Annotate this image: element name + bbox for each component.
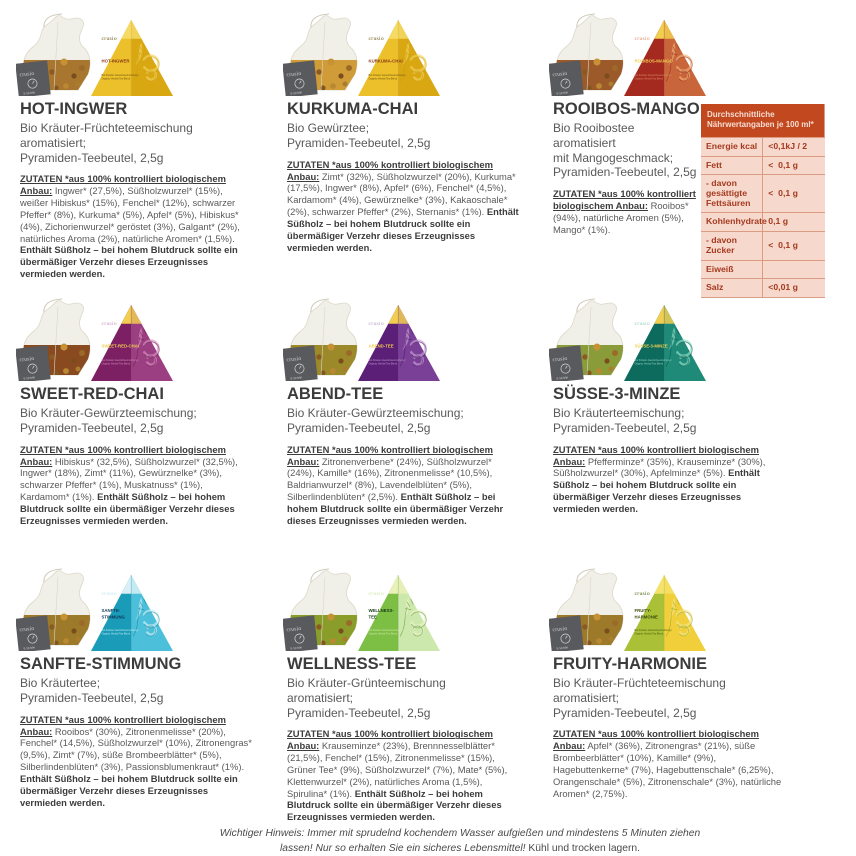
svg-text:crusio: crusio: [102, 321, 117, 327]
svg-text:crusio: crusio: [102, 36, 117, 42]
svg-text:crusio: crusio: [635, 321, 650, 327]
svg-text:crusio: crusio: [369, 591, 384, 597]
svg-text:SÜSSE-3-MINZE: SÜSSE-3-MINZE: [635, 344, 668, 349]
svg-text:crusio: crusio: [635, 591, 650, 597]
svg-text:crusio: crusio: [369, 36, 384, 42]
svg-text:crusio: crusio: [102, 591, 117, 597]
svg-text:HOT-INGWER: HOT-INGWER: [102, 59, 131, 64]
svg-text:KURKUMA-CHAI: KURKUMA-CHAI: [369, 59, 403, 64]
svg-text:crusio: crusio: [369, 321, 384, 327]
svg-text:SWEET-RED-CHAI: SWEET-RED-CHAI: [102, 344, 139, 349]
svg-text:ROOIBOS-MANGO: ROOIBOS-MANGO: [635, 59, 674, 64]
svg-text:ABEND-TEE: ABEND-TEE: [369, 344, 394, 349]
svg-text:crusio: crusio: [635, 36, 650, 42]
